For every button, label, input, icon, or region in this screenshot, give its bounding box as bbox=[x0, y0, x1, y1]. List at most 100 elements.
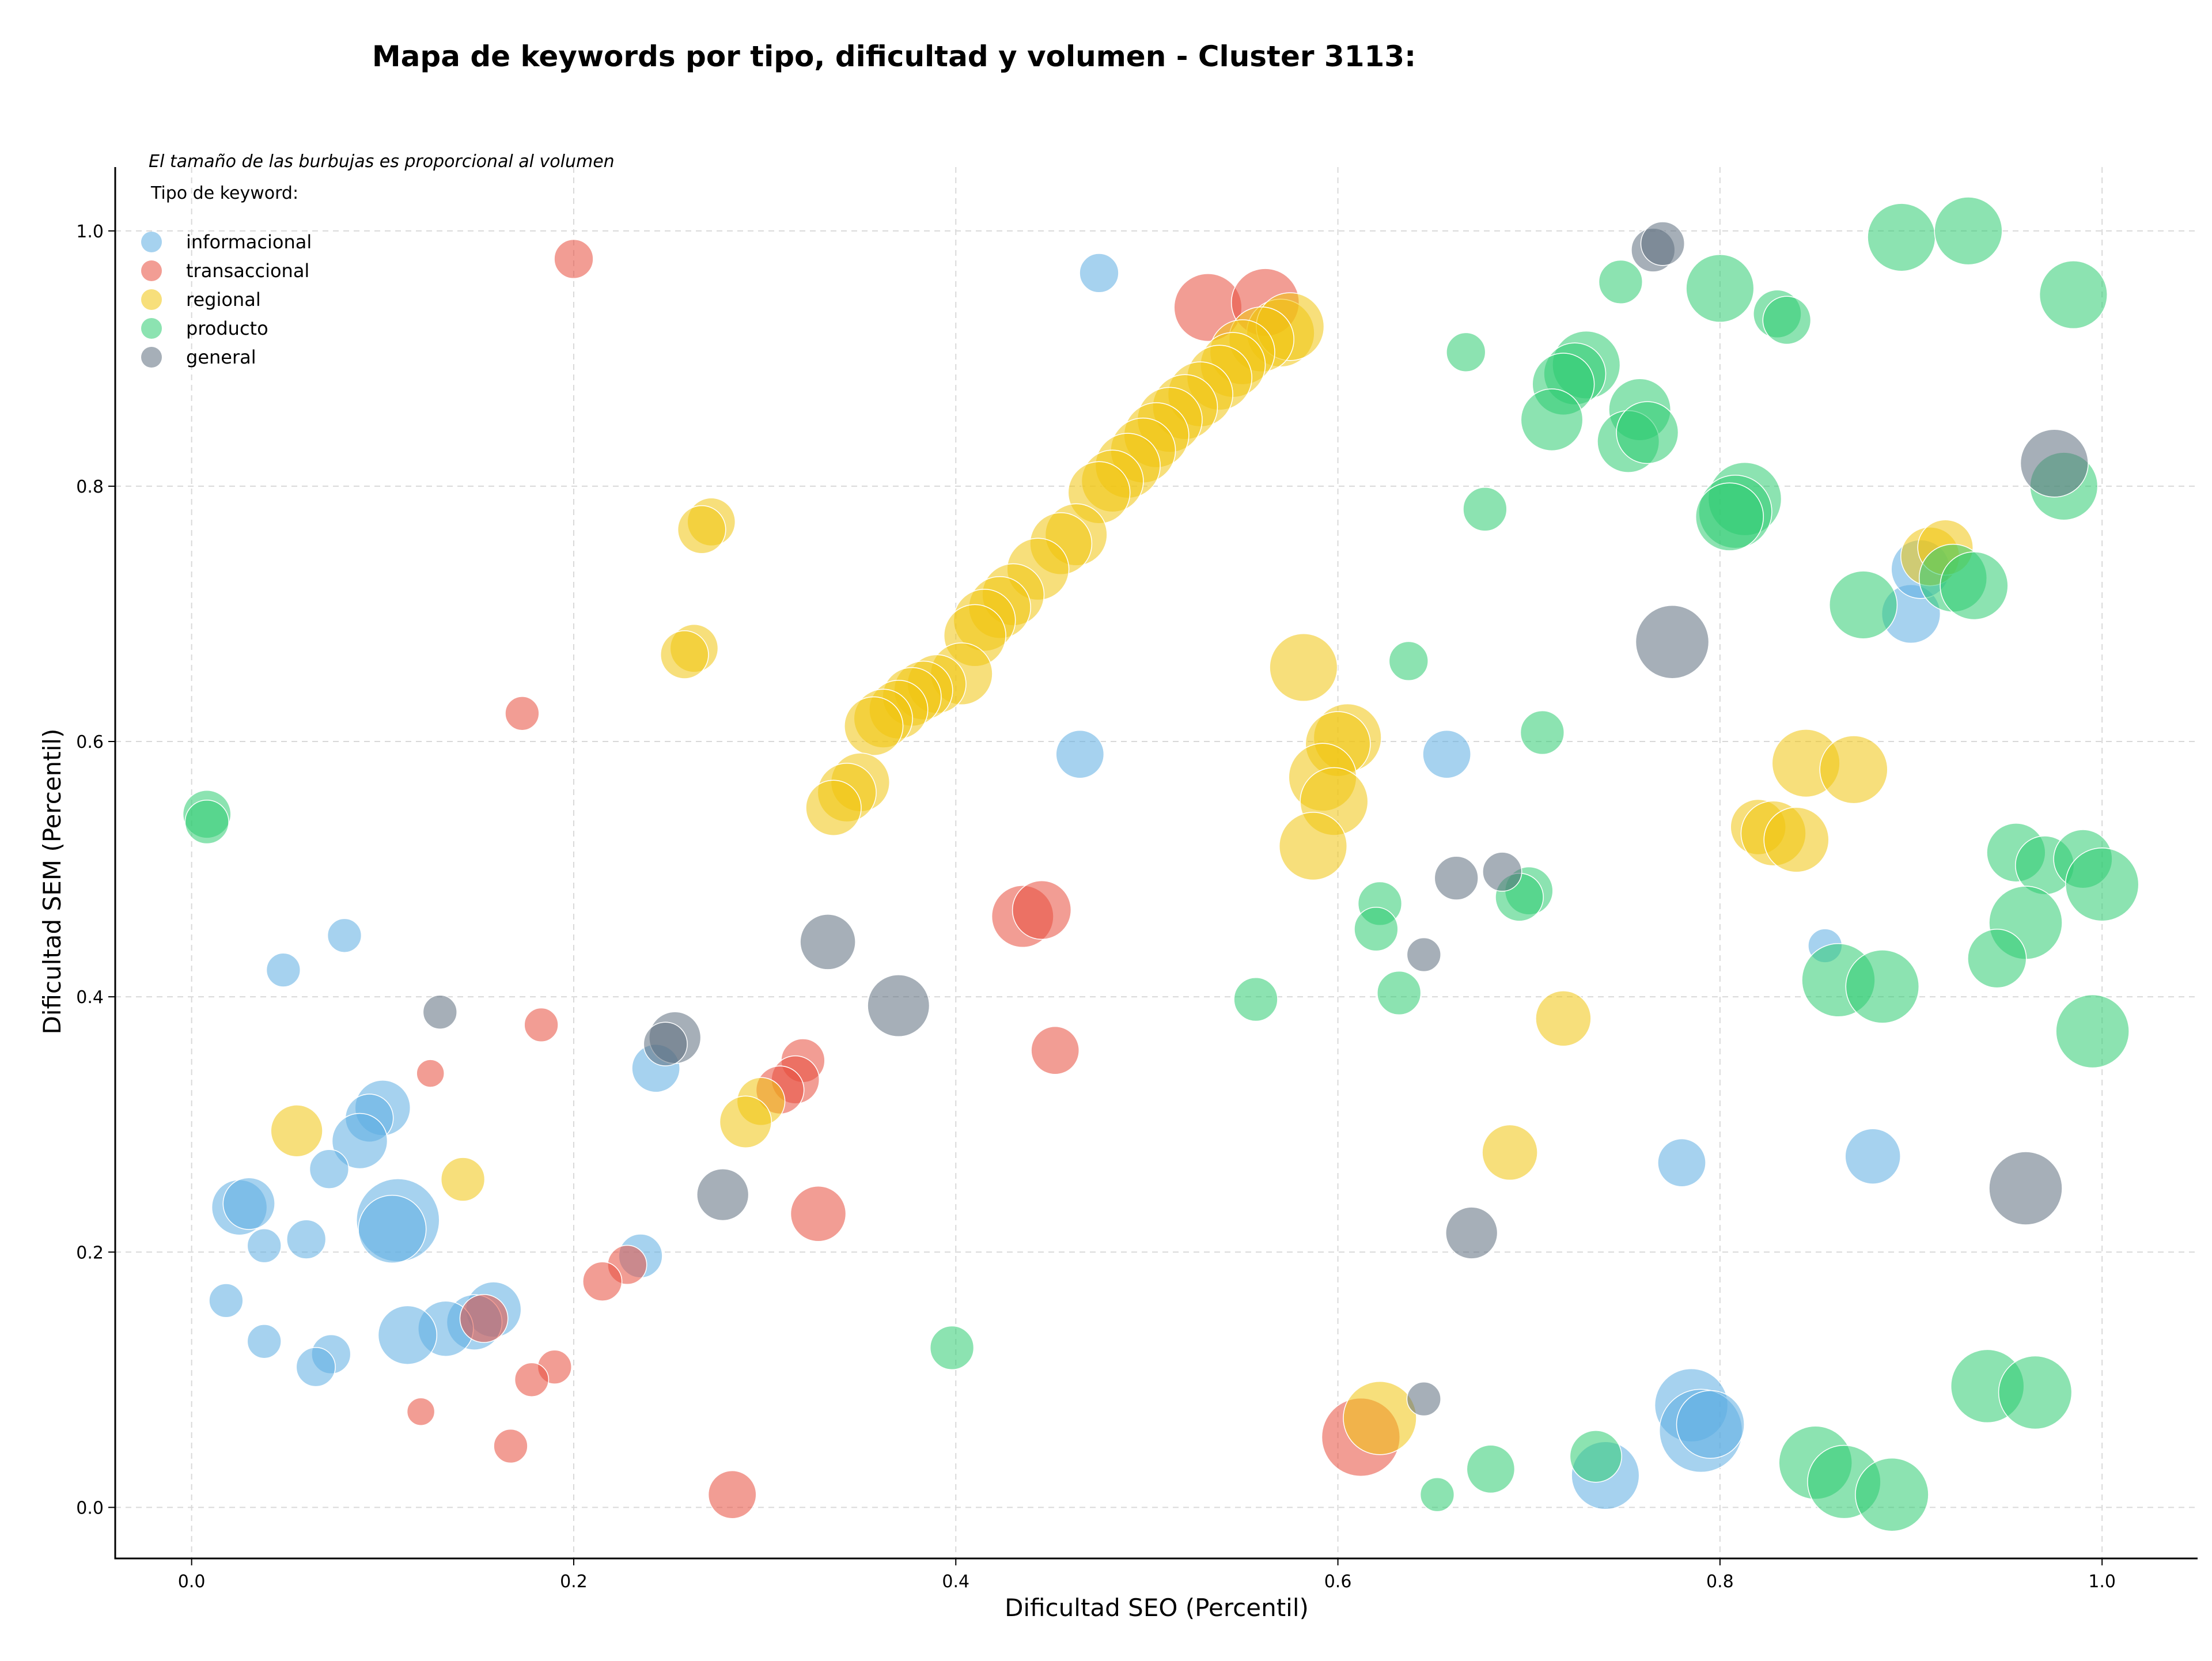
bubble-producto[interactable] bbox=[1466, 1444, 1516, 1494]
y-tick-label: 0.8 bbox=[76, 477, 104, 497]
bubble-regional[interactable] bbox=[805, 780, 862, 836]
bubble-producto[interactable] bbox=[1845, 949, 1920, 1024]
bubble-producto[interactable] bbox=[1388, 641, 1429, 682]
x-tick-label: 0.0 bbox=[178, 1572, 206, 1592]
bubble-informacional[interactable] bbox=[296, 1347, 336, 1387]
bubble-producto[interactable] bbox=[1762, 296, 1812, 345]
bubble-regional[interactable] bbox=[844, 696, 904, 756]
bubble-producto[interactable] bbox=[1419, 1477, 1455, 1512]
bubble-regional[interactable] bbox=[1482, 1124, 1538, 1181]
bubble-producto[interactable] bbox=[1867, 203, 1936, 272]
bubble-producto[interactable] bbox=[2065, 847, 2139, 922]
bubble-transaccional[interactable] bbox=[1012, 880, 1072, 940]
bubble-regional[interactable] bbox=[1819, 735, 1888, 804]
legend-marker-producto bbox=[141, 318, 162, 339]
bubble-informacional[interactable] bbox=[247, 1228, 282, 1263]
bubble-informacional[interactable] bbox=[1676, 1390, 1745, 1459]
bubble-informacional[interactable] bbox=[1055, 729, 1105, 779]
bubble-producto[interactable] bbox=[1616, 401, 1679, 464]
bubbles bbox=[182, 196, 2139, 1532]
bubble-producto[interactable] bbox=[1695, 482, 1764, 551]
bubble-regional[interactable] bbox=[660, 630, 709, 679]
bubble-general[interactable] bbox=[1988, 1151, 2063, 1225]
bubble-general[interactable] bbox=[1640, 221, 1685, 266]
legend-label-general: general bbox=[186, 346, 256, 368]
bubble-general[interactable] bbox=[1482, 852, 1522, 892]
bubble-producto[interactable] bbox=[1934, 196, 2003, 266]
bubble-transaccional[interactable] bbox=[707, 1470, 757, 1519]
bubble-producto[interactable] bbox=[1463, 487, 1508, 532]
bubble-producto[interactable] bbox=[1569, 1430, 1622, 1483]
bubble-regional[interactable] bbox=[677, 505, 726, 554]
x-tick-label: 0.4 bbox=[942, 1572, 969, 1592]
bubble-producto[interactable] bbox=[2055, 994, 2130, 1069]
bubble-general[interactable] bbox=[800, 914, 856, 970]
bubble-producto[interactable] bbox=[1377, 970, 1422, 1016]
bubble-informacional[interactable] bbox=[327, 918, 362, 953]
bubble-transaccional[interactable] bbox=[416, 1059, 445, 1088]
bubble-informacional[interactable] bbox=[1422, 729, 1471, 779]
bubble-informacional[interactable] bbox=[266, 952, 301, 987]
bubble-producto[interactable] bbox=[184, 799, 229, 845]
bubble-informacional[interactable] bbox=[286, 1219, 327, 1259]
bubble-producto[interactable] bbox=[1598, 259, 1643, 305]
bubble-transaccional[interactable] bbox=[524, 1007, 559, 1043]
bubble-informacional[interactable] bbox=[331, 1113, 388, 1170]
bubble-producto[interactable] bbox=[1520, 710, 1565, 755]
bubble-transaccional[interactable] bbox=[505, 696, 540, 731]
bubble-regional[interactable] bbox=[1535, 990, 1592, 1047]
bubble-general[interactable] bbox=[1406, 1381, 1441, 1417]
bubble-producto[interactable] bbox=[1354, 907, 1399, 952]
bubble-informacional[interactable] bbox=[222, 1177, 275, 1230]
x-axis-label: Dificultad SEO (Percentil) bbox=[1005, 1594, 1309, 1622]
bubble-transaccional[interactable] bbox=[406, 1397, 435, 1426]
bubble-transaccional[interactable] bbox=[1031, 1026, 1080, 1075]
series-general bbox=[422, 221, 2089, 1417]
axis-ticks: 0.0 0.2 0.4 0.6 0.8 1.0 0.0 0.2 0.4 0.6 0.8 1.0 bbox=[76, 222, 2116, 1592]
bubble-producto[interactable] bbox=[1233, 977, 1278, 1022]
bubble-producto[interactable] bbox=[1940, 551, 2009, 620]
x-tick-label: 0.2 bbox=[560, 1572, 588, 1592]
bubble-producto[interactable] bbox=[1685, 253, 1755, 323]
bubble-regional[interactable] bbox=[1343, 1381, 1417, 1455]
bubble-general[interactable] bbox=[1445, 1206, 1498, 1259]
bubble-regional[interactable] bbox=[719, 1095, 772, 1148]
bubble-informacional[interactable] bbox=[1657, 1138, 1706, 1187]
bubble-transaccional[interactable] bbox=[554, 239, 594, 279]
bubble-producto[interactable] bbox=[929, 1325, 975, 1371]
bubble-transaccional[interactable] bbox=[582, 1261, 623, 1301]
bubble-general[interactable] bbox=[1434, 856, 1479, 901]
bubble-informacional[interactable] bbox=[309, 1149, 350, 1189]
bubble-regional[interactable] bbox=[1269, 633, 1338, 702]
bubble-producto[interactable] bbox=[1829, 570, 1898, 640]
bubble-informacional[interactable] bbox=[377, 1305, 438, 1365]
bubble-regional[interactable] bbox=[440, 1157, 486, 1202]
bubble-informacional[interactable] bbox=[1079, 253, 1119, 293]
bubble-transaccional[interactable] bbox=[493, 1428, 528, 1464]
bubble-general[interactable] bbox=[2020, 429, 2089, 498]
bubble-producto[interactable] bbox=[1967, 929, 2027, 989]
bubble-general[interactable] bbox=[422, 994, 457, 1030]
bubble-producto[interactable] bbox=[1855, 1457, 1929, 1532]
bubble-producto[interactable] bbox=[1446, 332, 1486, 372]
bubble-regional[interactable] bbox=[270, 1104, 323, 1157]
bubble-general[interactable] bbox=[643, 1021, 688, 1066]
bubble-informacional[interactable] bbox=[209, 1283, 244, 1318]
bubble-producto[interactable] bbox=[1998, 1355, 2073, 1430]
bubble-regional[interactable] bbox=[1763, 807, 1830, 873]
bubble-general[interactable] bbox=[696, 1168, 749, 1221]
bubble-transaccional[interactable] bbox=[459, 1294, 509, 1343]
bubble-informacional[interactable] bbox=[1844, 1128, 1901, 1185]
bubble-producto[interactable] bbox=[2039, 260, 2108, 330]
bubble-producto[interactable] bbox=[1520, 388, 1584, 452]
bubble-transaccional[interactable] bbox=[514, 1362, 550, 1397]
legend-label-regional: regional bbox=[186, 289, 261, 311]
bubble-general[interactable] bbox=[1635, 604, 1710, 679]
bubble-transaccional[interactable] bbox=[790, 1186, 847, 1242]
bubble-general[interactable] bbox=[867, 974, 930, 1038]
bubble-informacional[interactable] bbox=[358, 1194, 427, 1263]
bubble-regional[interactable] bbox=[1278, 812, 1348, 881]
bubble-general[interactable] bbox=[1406, 937, 1441, 973]
bubble-informacional[interactable] bbox=[247, 1324, 282, 1359]
